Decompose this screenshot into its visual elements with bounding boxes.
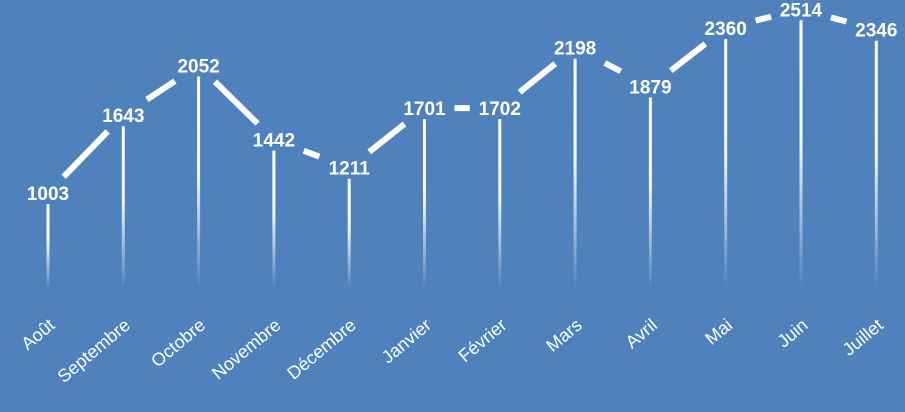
drop-line: [498, 119, 502, 289]
drop-line: [724, 39, 728, 289]
series-line: [61, 13, 848, 179]
drop-line: [197, 76, 201, 289]
data-label: 1879: [629, 78, 671, 99]
x-tick-label: Juillet: [839, 315, 887, 360]
data-labels: 1003 1643 2052 1442 1211 1701 1702 2198 1879 2360…: [27, 0, 898, 205]
series-segment: [603, 60, 623, 74]
drop-line: [423, 119, 426, 289]
series-segment: [61, 129, 110, 179]
series-segment: [302, 147, 321, 160]
drop-line: [573, 58, 577, 289]
drop-line: [874, 40, 878, 290]
x-tick-label: Septembre: [54, 315, 134, 387]
x-tick-label: Mars: [542, 315, 585, 356]
series-segment: [367, 121, 407, 155]
series-segment: [145, 78, 177, 103]
series-segment: [754, 13, 772, 24]
x-tick-label: Janvier: [378, 315, 435, 368]
x-tick-label: Août: [17, 315, 58, 354]
data-label: 1702: [479, 99, 521, 120]
drop-line: [347, 178, 351, 289]
x-tick-label: Octobre: [147, 315, 209, 371]
drop-line: [46, 204, 50, 289]
series-segment: [668, 41, 708, 74]
data-label: 1701: [403, 99, 446, 120]
x-tick-label: Avril: [622, 315, 661, 353]
data-label: 1211: [329, 159, 371, 180]
data-label: 1442: [253, 131, 295, 152]
drop-line: [272, 150, 276, 289]
data-label: 2052: [177, 56, 219, 77]
x-tick-label: Février: [455, 315, 511, 366]
data-label: 1003: [27, 184, 69, 205]
drop-line: [799, 20, 803, 289]
x-tick-label: Mai: [701, 315, 736, 349]
data-label: 2514: [780, 0, 823, 21]
drop-line: [121, 126, 125, 289]
drop-lines: [46, 20, 878, 290]
series-segment: [830, 14, 848, 25]
data-label: 1643: [102, 106, 144, 127]
series-segment: [517, 61, 558, 95]
series-segment: [212, 79, 260, 126]
x-tick-label: Juin: [773, 315, 811, 352]
x-tick-label: Novembre: [208, 315, 284, 384]
data-label: 2198: [554, 39, 596, 60]
x-tick-label: Décembre: [283, 315, 359, 384]
data-label: 2360: [705, 19, 747, 40]
data-label: 2346: [855, 21, 897, 42]
drop-line: [648, 97, 652, 289]
